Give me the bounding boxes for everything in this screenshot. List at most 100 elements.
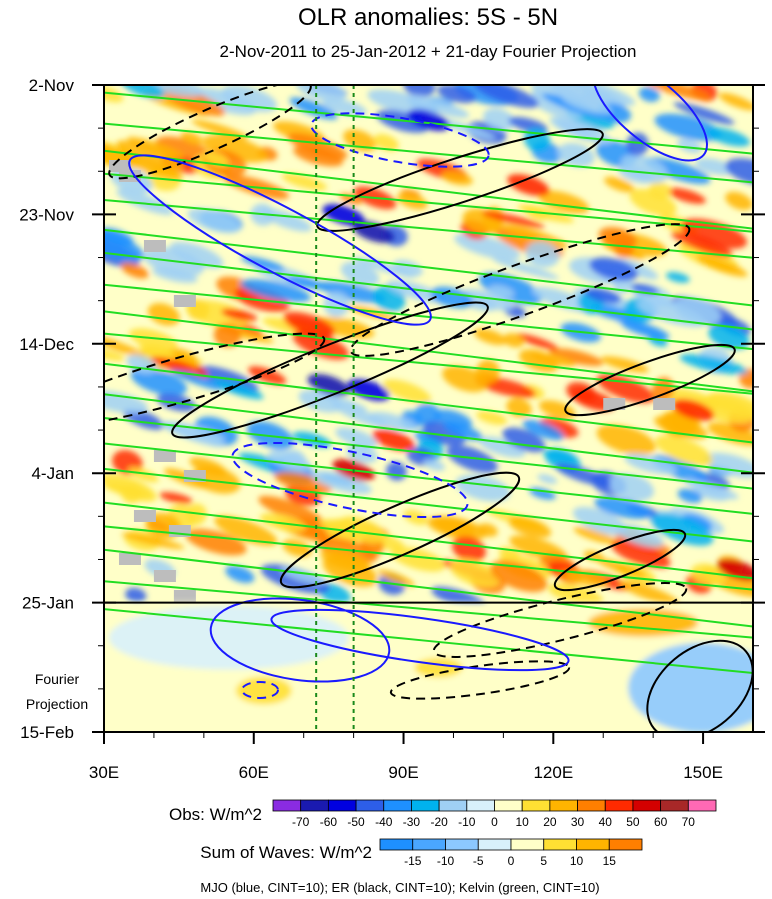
obs-anomaly-blob: [128, 328, 178, 351]
obs-colorbar-swatch: [687, 799, 717, 812]
obs-anomaly-blob: [214, 515, 278, 546]
obs-anomaly-blob: [119, 85, 165, 99]
obs-anomaly-blob: [601, 356, 649, 373]
obs-anomaly-blob: [613, 240, 634, 258]
obs-anomaly-blob: [322, 98, 367, 117]
y-tick-label: 25-Jan: [22, 594, 74, 613]
obs-anomaly-blob: [473, 328, 507, 346]
obs-anomaly-blob: [319, 393, 368, 412]
obs-anomaly-blob: [390, 546, 446, 572]
obs-anomaly-blob: [594, 496, 652, 519]
obs-anomaly-blob: [708, 324, 750, 350]
projection-label-line1: Fourier: [35, 671, 80, 687]
er-contour: [104, 332, 326, 428]
obs-anomaly-blob: [121, 532, 185, 549]
obs-anomaly-blob: [482, 108, 516, 131]
kelvin-contour: [104, 149, 753, 230]
obs-colorbar-level-label: -50: [347, 815, 365, 829]
obs-colorbar-level-label: -10: [458, 815, 476, 829]
obs-anomaly-blob: [490, 560, 548, 593]
obs-anomaly-blob: [584, 288, 622, 304]
waves-colorbar: -15 -10 -5 0 5 10 15: [379, 838, 643, 868]
obs-anomaly-blob: [681, 513, 713, 532]
waves-colorbar-level-label: -5: [473, 854, 484, 868]
er-contour: [389, 660, 571, 700]
obs-anomaly-blob: [621, 154, 668, 184]
obs-anomaly-core: [372, 429, 415, 451]
obs-anomaly-core: [307, 374, 350, 396]
kelvin-contour: [104, 172, 753, 233]
mjo-contours: [128, 85, 708, 699]
projection-cool-area: [108, 605, 349, 670]
waves-colorbar-level-label: -15: [404, 854, 422, 868]
kelvin-contour: [104, 228, 753, 307]
missing-data-cell: [153, 450, 176, 462]
obs-anomaly-blob: [340, 261, 380, 287]
obs-anomaly-blob: [603, 176, 635, 193]
obs-anomaly-blob: [462, 288, 514, 311]
er-contour: [279, 471, 521, 589]
obs-anomaly-blob: [180, 131, 203, 145]
obs-anomaly-blob: [525, 241, 560, 268]
er-contour: [171, 301, 489, 439]
projection-warm-area: [414, 657, 463, 678]
obs-anomaly-blob: [185, 300, 250, 329]
missing-data-cell: [153, 570, 176, 582]
obs-anomaly-blob: [522, 419, 564, 441]
obs-anomaly-blob: [442, 365, 488, 393]
obs-anomaly-blob: [213, 323, 241, 348]
kelvin-contour: [104, 91, 753, 155]
obs-anomaly-blob: [125, 587, 147, 603]
waves-colorbar-swatch: [543, 838, 577, 851]
obs-colorbar-swatch: [355, 799, 385, 812]
obs-anomaly-blob: [367, 411, 417, 432]
obs-anomaly-blob: [104, 85, 124, 103]
obs-anomaly-blob: [478, 272, 543, 305]
obs-colorbar-level-label: 60: [654, 815, 668, 829]
obs-anomaly-blob: [707, 422, 753, 446]
obs-anomaly-blob: [104, 227, 134, 246]
obs-anomaly-blob: [159, 492, 193, 504]
obs-anomaly-blob: [293, 145, 344, 167]
obs-anomaly-blob: [240, 279, 311, 303]
obs-colorbar-level-label: 50: [626, 815, 640, 829]
obs-anomaly-blob: [572, 506, 627, 536]
obs-anomaly-blob: [629, 283, 659, 295]
obs-anomaly-blob: [441, 171, 473, 186]
obs-anomaly-blob: [439, 119, 496, 140]
obs-anomaly-blob: [665, 272, 690, 283]
obs-anomaly-blob: [690, 563, 726, 587]
obs-anomaly-blob: [387, 280, 446, 303]
obs-anomaly-blob: [529, 91, 583, 119]
obs-anomaly-blob: [339, 516, 386, 544]
kelvin-contour: [104, 251, 753, 331]
obs-anomaly-blob: [104, 348, 126, 361]
obs-anomaly-blob: [596, 424, 656, 456]
obs-anomaly-blob: [508, 516, 552, 538]
waves-colorbar-swatch: [576, 838, 610, 851]
obs-anomaly-blob: [268, 449, 311, 472]
missing-data-cell: [118, 553, 141, 565]
kelvin-contours: [104, 91, 753, 674]
missing-data-cell: [603, 398, 626, 410]
kelvin-contour: [104, 362, 753, 444]
obs-anomaly-blob: [128, 467, 159, 483]
obs-colorbar-level-label: -20: [430, 815, 448, 829]
obs-anomaly-blob: [667, 187, 706, 204]
obs-anomaly-blob: [212, 378, 264, 400]
obs-anomaly-blob: [452, 536, 486, 562]
obs-anomaly-blob: [537, 474, 558, 484]
kelvin-contour: [104, 467, 753, 543]
obs-anomaly-blob: [619, 580, 679, 606]
obs-anomaly-blob: [501, 224, 569, 248]
obs-anomaly-blob: [567, 85, 636, 106]
obs-anomaly-blob: [121, 483, 142, 504]
obs-anomaly-blob: [481, 211, 545, 228]
obs-colorbar-level-label: -60: [320, 815, 338, 829]
waves-colorbar-swatch: [510, 838, 545, 851]
missing-data-cell: [173, 295, 196, 307]
kelvin-contour: [104, 580, 753, 639]
missing-data-cell: [133, 510, 156, 522]
obs-anomaly-blob: [318, 281, 386, 303]
y-tick-label: 15-Feb: [20, 723, 74, 742]
